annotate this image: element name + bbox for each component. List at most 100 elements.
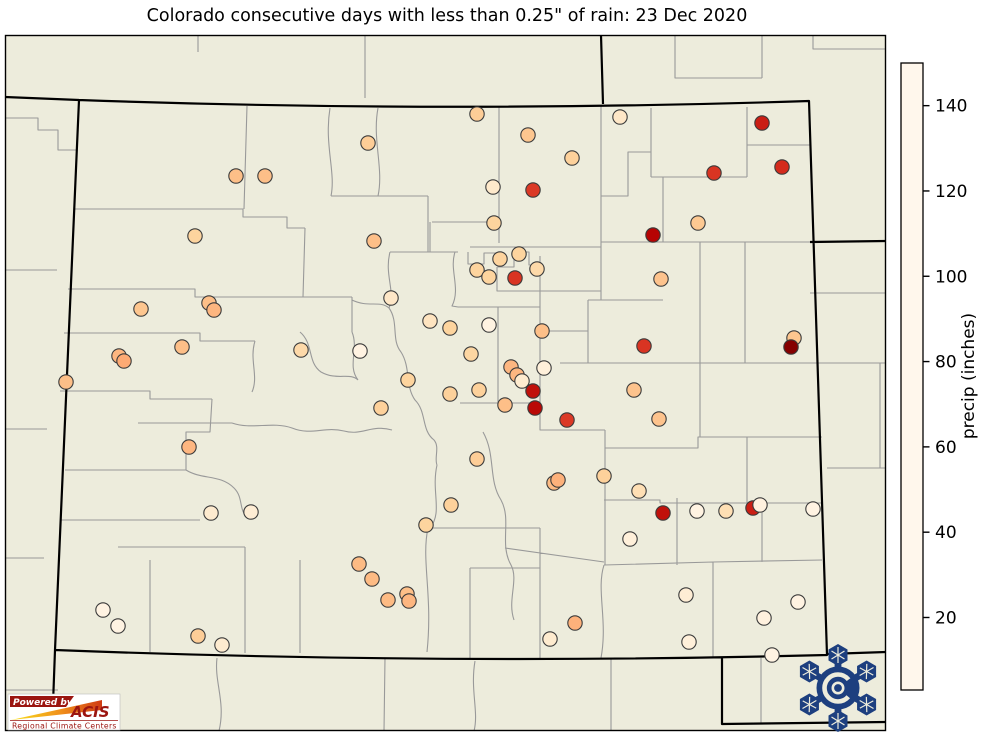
station-dot [492, 251, 508, 267]
colorbar-tick-label: 20 [935, 608, 957, 628]
station-dot [190, 628, 206, 644]
map-background [5, 35, 886, 731]
station-dot [110, 618, 126, 634]
station-dot [481, 317, 497, 333]
station-dot [774, 159, 790, 175]
colorbar-tick-label: 120 [935, 182, 967, 202]
station-dot [756, 610, 772, 626]
station-dot [485, 179, 501, 195]
colorbar-tick-label: 40 [935, 523, 957, 543]
station-dot [550, 472, 566, 488]
colorbar-axis-label: precip (inches) [959, 313, 979, 439]
station-dot [631, 483, 647, 499]
station-dot [383, 290, 399, 306]
station-dot [596, 468, 612, 484]
colorbar-tick-label: 100 [935, 267, 967, 287]
station-dot [228, 168, 244, 184]
station-dot [214, 637, 230, 653]
station-dot [752, 497, 768, 513]
station-dot [181, 439, 197, 455]
colorbar-tick-label: 80 [935, 353, 957, 373]
acis-name-label: ACIS [70, 703, 110, 721]
station-dot [481, 269, 497, 285]
county-boundaries [5, 35, 886, 732]
station-dot [351, 556, 367, 572]
station-dot [527, 400, 543, 416]
station-dot [783, 339, 799, 355]
station-dot [681, 634, 697, 650]
station-dot [373, 400, 389, 416]
station-dot [366, 233, 382, 249]
station-dot [471, 382, 487, 398]
station-dot [133, 301, 149, 317]
acis-logo-red-band [10, 696, 74, 707]
station-dot [636, 338, 652, 354]
snowflake-inner-ring [831, 681, 845, 695]
station-dot [612, 109, 628, 125]
station-dot [678, 587, 694, 603]
station-dot [243, 504, 259, 520]
snowflake-icon [799, 644, 877, 732]
station-dot [754, 115, 770, 131]
station-dot [559, 412, 575, 428]
station-dot [645, 227, 661, 243]
station-dot [690, 215, 706, 231]
station-dot [463, 346, 479, 362]
station-dot [422, 313, 438, 329]
station-dot [514, 373, 530, 389]
station-dot [542, 631, 558, 647]
acis-subtitle-label: Regional Climate Centers [12, 722, 117, 731]
station-dot [469, 106, 485, 122]
station-dot [364, 571, 380, 587]
station-dot [564, 150, 580, 166]
colorbar-ticks: 20 40 60 80 100 120 140 [923, 97, 967, 628]
station-dot [534, 323, 550, 339]
station-dot [651, 411, 667, 427]
station-dot [293, 342, 309, 358]
station-dot [626, 382, 642, 398]
station-dot [497, 397, 513, 413]
station-dot [525, 383, 541, 399]
colorbar: 20 40 60 80 100 120 140 precip (inches) [900, 62, 979, 691]
colorbar-gradient-bar [900, 62, 924, 691]
station-dot [469, 262, 485, 278]
station-dot [206, 302, 222, 318]
station-dot [653, 271, 669, 287]
station-dots-layer [58, 106, 821, 663]
station-dot [380, 592, 396, 608]
station-dot [655, 505, 671, 521]
station-dot [525, 182, 541, 198]
station-dot [805, 501, 821, 517]
colorbar-tick-label: 140 [935, 97, 967, 117]
map-frame [4, 34, 887, 732]
station-dot [418, 517, 434, 533]
station-dot [257, 168, 273, 184]
acis-powered-by-label: Powered by [13, 698, 74, 708]
station-dot [203, 505, 219, 521]
station-dot [360, 135, 376, 151]
station-dot [706, 165, 722, 181]
station-dot [622, 531, 638, 547]
station-dot [486, 215, 502, 231]
station-dot [187, 228, 203, 244]
colorbar-tick-label: 60 [935, 438, 957, 458]
state-boundaries [4, 34, 887, 732]
station-dot [95, 602, 111, 618]
station-dot [58, 374, 74, 390]
station-dot [401, 593, 417, 609]
station-dot [567, 615, 583, 631]
station-dot [764, 647, 780, 663]
acis-logo: Powered by ACIS Regional Climate Centers [7, 693, 121, 731]
station-dot [529, 261, 545, 277]
station-dot [689, 503, 705, 519]
snowflake-c-ring [822, 672, 854, 704]
station-dot [520, 127, 536, 143]
station-dot [507, 270, 523, 286]
chart-title: Colorado consecutive days with less than… [147, 6, 748, 26]
station-dot [469, 451, 485, 467]
station-dot [511, 246, 527, 262]
acis-swoosh-icon [11, 700, 102, 720]
station-dot [352, 343, 368, 359]
